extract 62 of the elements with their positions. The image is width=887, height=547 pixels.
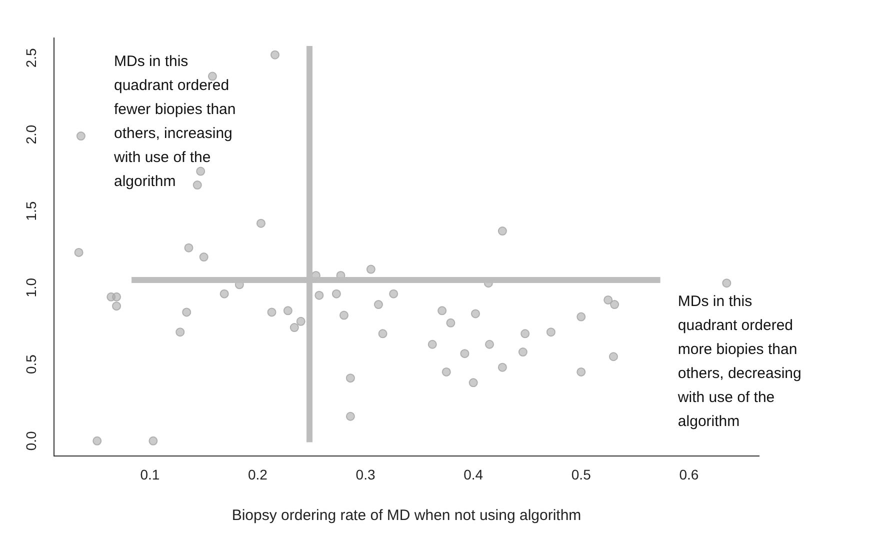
point bbox=[283, 306, 292, 316]
point bbox=[518, 348, 528, 357]
point bbox=[196, 166, 206, 176]
point bbox=[192, 180, 202, 190]
annotation: MDs in this quadrant ordered fewer biopies than others, increasing with use of the algorithm bbox=[113, 53, 236, 190]
point bbox=[520, 329, 530, 338]
x-tick-label: 0.5 bbox=[571, 466, 592, 482]
point bbox=[148, 436, 158, 446]
point bbox=[366, 264, 376, 274]
point bbox=[267, 308, 276, 317]
x-tick-label: 0.2 bbox=[248, 466, 268, 482]
point bbox=[346, 412, 355, 421]
point bbox=[176, 328, 185, 337]
y-tick-label: 0.0 bbox=[22, 430, 39, 451]
x-tick-label: 0.6 bbox=[679, 466, 699, 482]
y-tick-label: 1.5 bbox=[22, 201, 39, 221]
point bbox=[256, 218, 266, 228]
x-tick-label: 0.4 bbox=[464, 466, 484, 482]
y-tick-label: 0.5 bbox=[22, 354, 39, 374]
point bbox=[270, 50, 280, 60]
annotation: MDs in this quadrant ordered more biopies than others, decreasing with use of the algorithm bbox=[676, 293, 802, 430]
point bbox=[604, 295, 613, 304]
y-tick-label: 2.0 bbox=[22, 124, 39, 144]
point bbox=[576, 312, 586, 322]
point bbox=[470, 309, 480, 318]
point bbox=[546, 328, 556, 337]
point bbox=[374, 300, 383, 310]
y-tick-label: 2.5 bbox=[22, 48, 39, 68]
y-tick-label: 1.0 bbox=[22, 278, 39, 298]
point bbox=[332, 289, 341, 298]
point bbox=[220, 289, 229, 298]
point bbox=[460, 349, 470, 358]
point bbox=[314, 290, 324, 300]
point bbox=[182, 308, 192, 317]
point bbox=[389, 289, 398, 298]
x-tick-label: 0.3 bbox=[356, 466, 376, 482]
point bbox=[346, 374, 355, 383]
point bbox=[446, 318, 456, 328]
point bbox=[199, 252, 208, 262]
point bbox=[576, 367, 586, 376]
point bbox=[112, 302, 122, 311]
point bbox=[608, 352, 618, 362]
point bbox=[442, 367, 451, 376]
point bbox=[290, 323, 299, 332]
x-axis-title: Biopsy ordering rate of MD when not using algorithm bbox=[232, 507, 582, 524]
point bbox=[428, 340, 437, 349]
x-tick-label: 0.1 bbox=[140, 466, 160, 482]
point bbox=[468, 378, 478, 388]
point bbox=[485, 340, 494, 349]
point bbox=[184, 243, 194, 252]
point bbox=[438, 306, 447, 316]
point bbox=[498, 226, 507, 236]
point bbox=[378, 329, 388, 338]
point bbox=[722, 278, 732, 288]
point bbox=[339, 310, 348, 320]
point bbox=[296, 316, 306, 326]
point bbox=[610, 300, 620, 310]
point bbox=[76, 132, 86, 141]
point bbox=[74, 248, 84, 257]
point bbox=[112, 292, 122, 302]
point bbox=[498, 362, 507, 372]
point bbox=[92, 436, 102, 446]
